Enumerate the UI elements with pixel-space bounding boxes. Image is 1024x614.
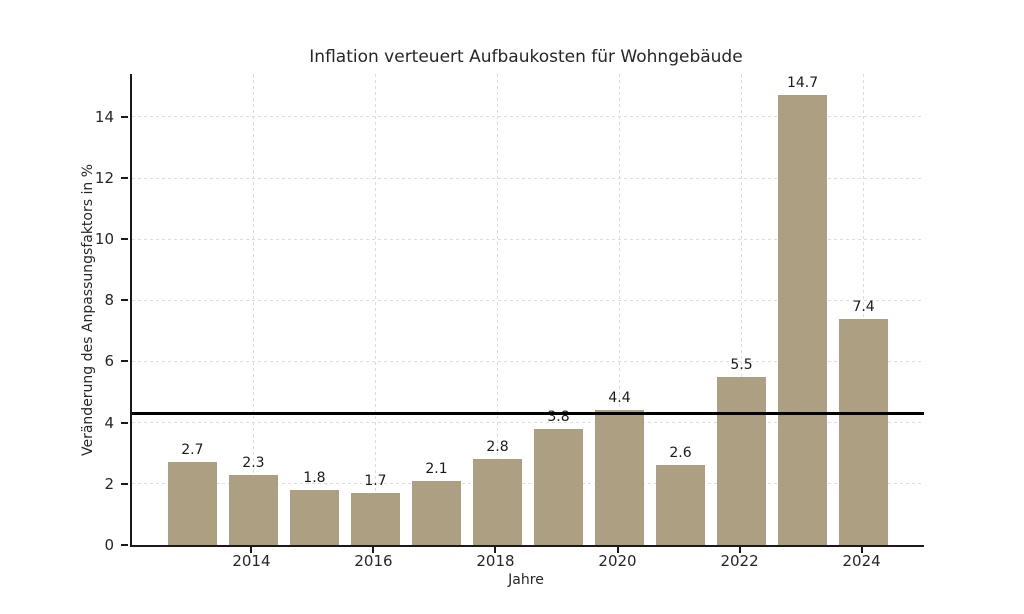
y-tick-mark [121, 299, 128, 302]
y-axis-label: Veränderung des Anpassungsfaktors in % [80, 163, 96, 457]
gridline-horizontal [132, 299, 924, 301]
bar-value-label: 2.7 [181, 442, 204, 459]
bar [534, 428, 583, 545]
y-tick-label: 8 [104, 291, 114, 310]
bar-value-label: 2.6 [669, 445, 692, 462]
gridline-horizontal [132, 238, 924, 240]
y-tick-mark [121, 115, 128, 118]
x-tick-label: 2016 [354, 552, 393, 570]
y-tick-mark [121, 421, 128, 424]
bar [351, 493, 400, 545]
bar [473, 459, 522, 545]
bar [595, 410, 644, 545]
y-tick-mark [121, 176, 128, 179]
bar-value-label: 1.7 [364, 473, 387, 490]
bar [229, 474, 278, 545]
y-tick-label: 14 [94, 107, 114, 126]
x-tick-label: 2024 [842, 552, 881, 570]
gridline-vertical [741, 74, 743, 545]
x-tick-mark [738, 547, 741, 553]
y-tick-mark [121, 238, 128, 241]
gridline-horizontal [132, 361, 924, 362]
bar [656, 465, 705, 545]
x-tick-label: 2020 [598, 552, 637, 570]
bar [778, 95, 827, 545]
bar-value-label: 1.8 [303, 469, 326, 486]
bar-value-label: 14.7 [786, 75, 819, 92]
y-tick-mark [121, 360, 128, 363]
x-tick-label: 2022 [720, 552, 759, 570]
plot-area: 2.7 2.3 1.8 1.7 2.1 2.8 3.8 4.4 2.6 5.5 14.7 7.4 [130, 74, 924, 547]
x-tick-mark [250, 547, 253, 553]
y-tick-label: 6 [104, 352, 114, 371]
bar [412, 480, 461, 545]
bar-value-label: 4.4 [608, 390, 631, 407]
x-tick-mark [616, 547, 619, 553]
y-tick-label: 10 [94, 230, 114, 249]
gridline-horizontal [132, 177, 924, 179]
bar [168, 462, 217, 545]
x-tick-mark [860, 547, 863, 553]
gridline-vertical [863, 74, 865, 545]
bar-value-label: 7.4 [852, 298, 875, 315]
gridline-vertical [252, 74, 254, 545]
x-tick-mark [372, 547, 375, 553]
y-tick-label: 0 [104, 536, 114, 554]
chart-title: Inflation verteuert Aufbaukosten für Woh… [309, 47, 743, 67]
y-tick-mark [121, 544, 128, 546]
x-tick-label: 2018 [476, 552, 515, 570]
y-tick-label: 4 [104, 413, 114, 432]
x-tick-label: 2014 [232, 552, 271, 570]
y-tick-label: 2 [104, 474, 114, 493]
bar [717, 376, 766, 545]
y-tick-mark [121, 482, 128, 485]
bar [839, 318, 888, 545]
reference-line [132, 412, 924, 415]
gridline-horizontal [132, 483, 924, 485]
gridline-vertical [374, 74, 376, 545]
bar-value-label: 5.5 [730, 356, 753, 373]
bar [290, 489, 339, 545]
bar-value-label: 2.3 [242, 454, 265, 471]
gridline-horizontal [132, 116, 924, 118]
gridline-vertical [496, 74, 498, 545]
x-axis-label: Jahre [508, 572, 544, 588]
gridline-vertical [619, 74, 621, 545]
bar-value-label: 2.8 [486, 439, 509, 456]
gridline-horizontal [132, 422, 924, 424]
x-tick-mark [494, 547, 497, 553]
bar-value-label: 2.1 [425, 460, 448, 477]
y-tick-label: 12 [94, 168, 114, 187]
